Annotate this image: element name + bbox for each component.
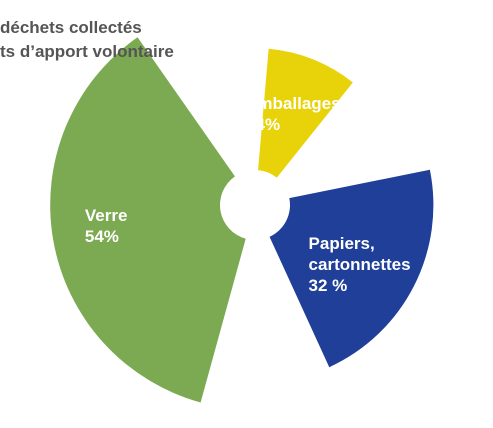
pie-slice	[258, 48, 353, 178]
value-label: 14%	[246, 114, 281, 134]
value-label: 54%	[84, 226, 119, 246]
chart-title: déchets collectés	[0, 18, 142, 37]
slice-label: Verre	[84, 205, 128, 225]
value-label: 32 %	[308, 276, 348, 296]
pie-slice	[50, 37, 246, 403]
pie-slice	[269, 169, 434, 368]
slice-label: Papiers, cartonnettes	[308, 234, 411, 275]
chart-title: ts d’apport volontaire	[0, 42, 174, 61]
slice-label: Emballages	[246, 93, 341, 113]
